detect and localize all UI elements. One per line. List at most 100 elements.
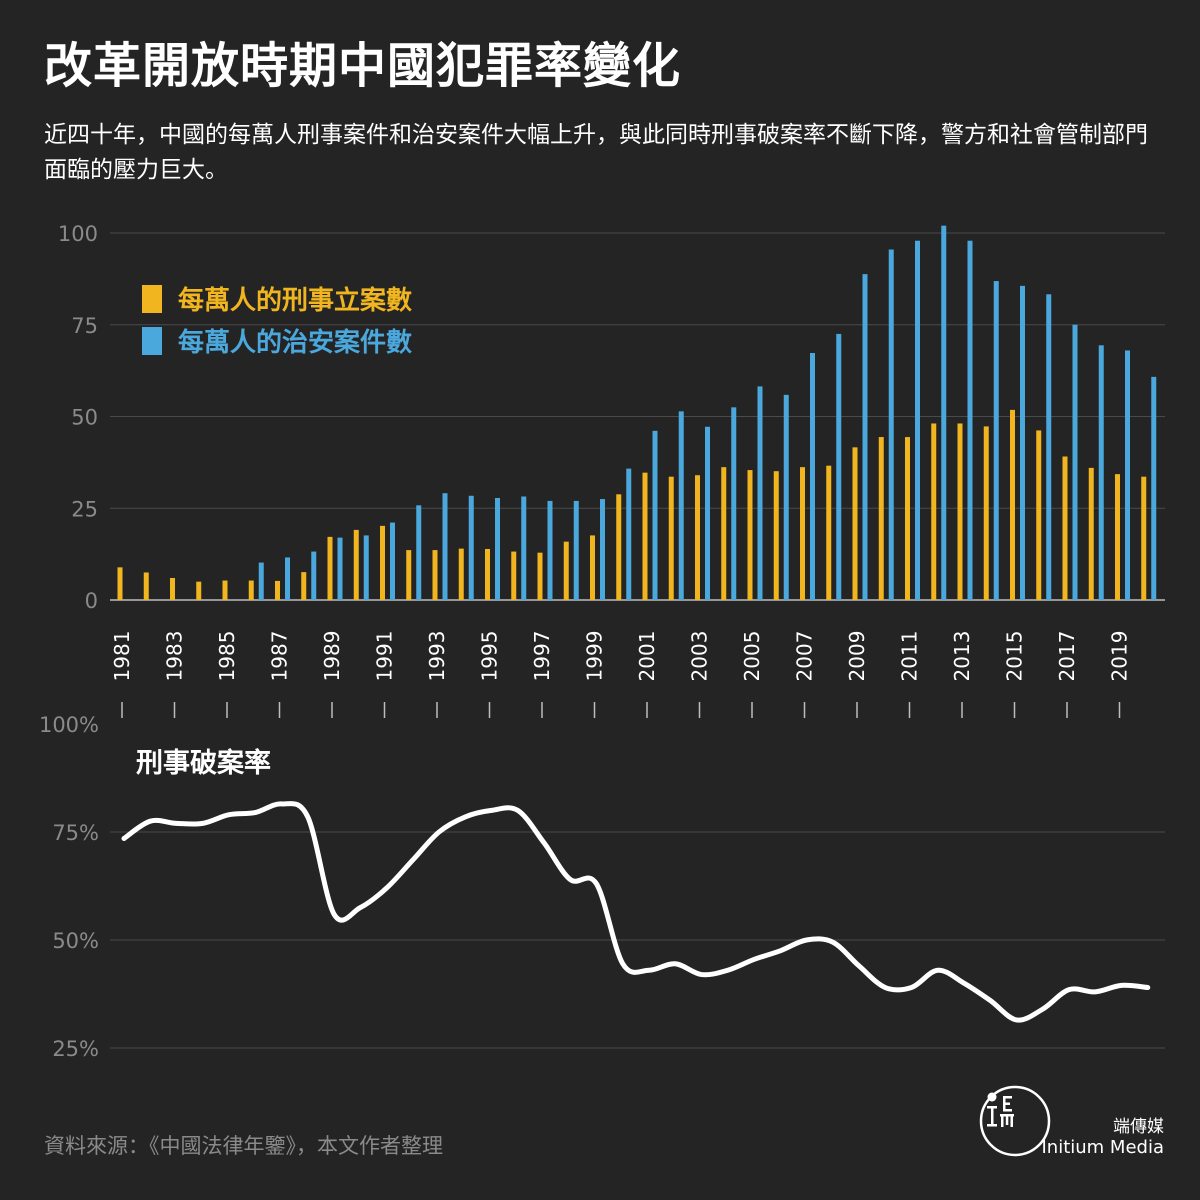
public-security-cases-bar xyxy=(1151,376,1157,600)
criminal-cases-bar xyxy=(642,472,648,600)
x-tick-label: 2017 xyxy=(1055,631,1079,682)
criminal-cases-bar xyxy=(353,529,359,600)
public-security-cases-bar xyxy=(915,240,920,600)
x-tick-label: 1995 xyxy=(478,631,502,682)
x-tick-label: 2015 xyxy=(1003,631,1027,682)
criminal-cases-bar xyxy=(747,470,753,600)
criminal-cases-bar xyxy=(668,476,674,600)
bar-y-tick-label: 75 xyxy=(71,314,98,338)
criminal-cases-bar xyxy=(380,525,385,600)
criminal-cases-bar xyxy=(957,423,963,600)
criminal-cases-bar xyxy=(983,426,989,600)
x-tick-label: 1981 xyxy=(110,631,134,682)
public-security-cases-bar xyxy=(993,281,999,600)
legend-swatch xyxy=(142,285,162,313)
criminal-cases-bar xyxy=(537,552,543,600)
x-tick-label: 1999 xyxy=(583,631,607,682)
public-security-cases-bar xyxy=(258,562,264,600)
x-tick-label: 2001 xyxy=(635,631,659,682)
criminal-cases-bar xyxy=(143,572,149,600)
legend-swatch xyxy=(142,327,162,355)
public-security-cases-bar xyxy=(1046,294,1052,600)
line-y-tick-label: 25% xyxy=(52,1037,99,1061)
brand-name-cn: 端傳媒 xyxy=(1113,1117,1164,1137)
criminal-cases-bar xyxy=(511,551,517,600)
criminal-cases-bar xyxy=(1036,430,1042,600)
criminal-cases-bar xyxy=(1088,467,1094,600)
public-security-cases-bar xyxy=(757,386,763,600)
criminal-cases-bar xyxy=(170,577,175,600)
public-security-cases-bar xyxy=(573,500,579,600)
public-security-cases-bar xyxy=(967,240,973,600)
public-security-cases-bar xyxy=(416,505,422,600)
public-security-cases-bar xyxy=(337,537,343,600)
criminal-cases-bar xyxy=(852,447,858,600)
public-security-cases-bar xyxy=(1125,350,1130,600)
x-tick-label: 1997 xyxy=(530,631,554,682)
brand-name-en: Initium Media xyxy=(1041,1137,1164,1158)
criminal-cases-bar xyxy=(301,572,307,600)
x-tick-label: 1991 xyxy=(373,631,397,682)
public-security-cases-bar xyxy=(547,500,553,600)
criminal-cases-bar xyxy=(432,550,438,600)
criminal-cases-bar xyxy=(563,541,569,600)
criminal-cases-bar xyxy=(1115,474,1120,600)
criminal-cases-bar xyxy=(196,581,202,600)
x-tick-label: 2005 xyxy=(740,631,764,682)
criminal-cases-bar xyxy=(327,536,333,600)
public-security-cases-bar xyxy=(888,249,894,600)
criminal-cases-bar xyxy=(406,550,412,600)
public-security-cases-bar xyxy=(311,551,317,600)
line-y-tick-label: 100% xyxy=(39,713,99,737)
criminal-cases-bar xyxy=(275,580,280,600)
clearance-rate-title: 刑事破案率 xyxy=(136,747,271,779)
criminal-cases-bar xyxy=(800,467,805,600)
public-security-cases-bar xyxy=(442,493,448,600)
initium-logo-icon xyxy=(979,1085,1051,1157)
line-y-tick-label: 50% xyxy=(52,929,99,953)
clearance-rate-line xyxy=(121,800,1151,1023)
source-note: 資料來源：《中國法律年鑒》，本文作者整理 xyxy=(44,1134,443,1158)
criminal-cases-bar xyxy=(905,437,910,600)
public-security-cases-bar xyxy=(783,394,789,600)
public-security-cases-bar xyxy=(836,333,842,600)
x-tick-label: 2013 xyxy=(950,631,974,682)
criminal-cases-bar xyxy=(773,471,779,600)
public-security-cases-bar xyxy=(678,411,684,600)
public-security-cases-bar xyxy=(705,426,710,600)
bar-y-tick-label: 100 xyxy=(58,222,98,246)
criminal-cases-bar xyxy=(458,548,464,600)
public-security-cases-bar xyxy=(731,407,737,600)
criminal-cases-bar xyxy=(616,494,622,600)
public-security-cases-bar xyxy=(600,499,605,600)
x-tick-label: 1989 xyxy=(320,631,344,682)
public-security-cases-bar xyxy=(810,353,815,600)
criminal-cases-bar xyxy=(117,567,123,600)
criminal-cases-bar xyxy=(721,467,727,600)
public-security-cases-bar xyxy=(1020,285,1025,600)
public-security-cases-bar xyxy=(1072,324,1078,600)
x-tick-label: 2011 xyxy=(898,631,922,682)
criminal-cases-bar xyxy=(931,423,937,600)
x-tick-label: 2019 xyxy=(1108,631,1132,682)
x-tick-label: 2003 xyxy=(688,631,712,682)
page-title: 改革開放時期中國犯罪率變化 xyxy=(44,38,682,94)
bar-y-tick-label: 25 xyxy=(71,497,98,521)
page-subtitle: 近四十年，中國的每萬人刑事案件和治安案件大幅上升，與此同時刑事破案率不斷下降，警… xyxy=(44,122,1148,183)
x-tick-label: 2007 xyxy=(793,631,817,682)
public-security-cases-bar xyxy=(363,535,369,600)
x-tick-label: 1993 xyxy=(425,631,449,682)
criminal-cases-bar xyxy=(248,580,254,600)
x-tick-label: 1987 xyxy=(268,631,292,682)
line-y-tick-label: 75% xyxy=(52,821,99,845)
legend-label: 每萬人的治安案件數 xyxy=(178,327,412,358)
public-security-cases-bar xyxy=(521,496,527,600)
public-security-cases-bar xyxy=(390,522,395,600)
criminal-cases-bar xyxy=(826,465,832,600)
public-security-cases-bar xyxy=(495,497,500,600)
public-security-cases-bar xyxy=(862,274,868,600)
criminal-cases-bar xyxy=(1010,409,1015,600)
criminal-cases-bar xyxy=(1141,476,1147,600)
public-security-cases-bar xyxy=(652,430,658,600)
